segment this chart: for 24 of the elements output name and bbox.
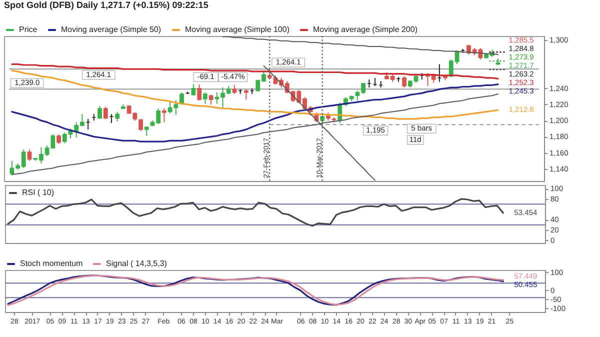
legend-label: Moving average (Simple 200) — [313, 25, 418, 34]
candlestick — [138, 118, 143, 132]
line-series — [7, 274, 504, 306]
candlestick — [162, 108, 166, 123]
legend-label: Price — [19, 25, 38, 34]
candlestick — [320, 114, 325, 124]
candlestick — [202, 92, 208, 104]
candlestick — [197, 84, 202, 101]
candlestick — [402, 76, 407, 88]
legend-label: Moving average (Simple 100) — [185, 25, 290, 34]
candlestick — [98, 106, 102, 119]
legend-label: RSI ( 10) — [22, 188, 54, 197]
legend-label: Stoch momentum — [20, 259, 84, 268]
candlestick — [27, 149, 32, 162]
candlestick — [103, 106, 108, 120]
line-series — [7, 198, 504, 227]
candlestick — [115, 111, 120, 122]
legend-label: Signal ( 14,3,5,3) — [106, 259, 168, 268]
legend-label: Moving average (Simple 50) — [61, 25, 162, 34]
chart-title: Spot Gold (DFB) Daily 1,271.7 (+0.15%) 09:22:15 — [4, 0, 208, 10]
candlestick — [244, 88, 248, 100]
candlestick — [56, 134, 61, 144]
line-series — [11, 70, 499, 120]
candlestick — [191, 84, 196, 96]
